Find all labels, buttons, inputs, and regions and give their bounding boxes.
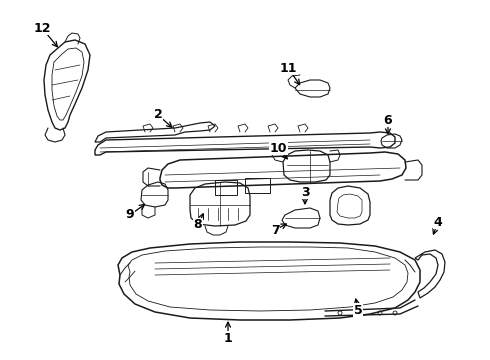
Text: 10: 10 [269, 141, 287, 154]
Text: 7: 7 [270, 224, 279, 237]
Text: 11: 11 [279, 62, 297, 75]
Text: 12: 12 [33, 22, 51, 35]
Text: 5: 5 [354, 303, 363, 316]
Bar [215, 180, 237, 195]
Text: 6: 6 [384, 113, 392, 126]
Text: 2: 2 [154, 108, 162, 122]
Bar [245, 178, 270, 193]
Text: 8: 8 [194, 219, 202, 231]
Text: 4: 4 [434, 216, 442, 229]
Text: 3: 3 [301, 185, 309, 198]
Text: 1: 1 [223, 332, 232, 345]
Text: 9: 9 [126, 208, 134, 221]
